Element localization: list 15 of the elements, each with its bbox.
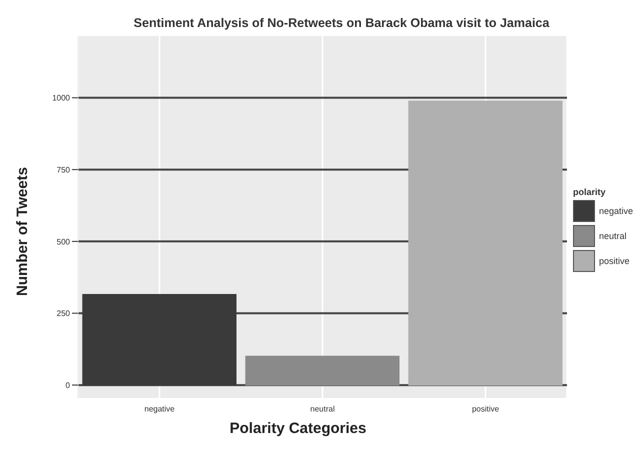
y-tick-label: 250 — [56, 309, 71, 318]
y-tick-label: 750 — [56, 165, 71, 174]
chart-title: Sentiment Analysis of No-Retweets on Barack Obama visit to Jamaica — [132, 15, 550, 32]
legend-label: negative — [599, 206, 634, 216]
y-tick-label: 1000 — [52, 94, 71, 103]
x-tick-label: positive — [472, 404, 500, 414]
legend-label: positive — [599, 256, 630, 266]
legend-label: neutral — [599, 231, 627, 241]
x-tick-label: neutral — [310, 404, 335, 414]
y-tick-label: 0 — [66, 380, 71, 390]
y-axis-title: Number of Tweets — [14, 166, 30, 296]
y-tick-label: 500 — [56, 237, 71, 246]
legend-title: polarity — [573, 187, 607, 197]
x-tick-label: negative — [144, 404, 176, 414]
x-axis-title: Polarity Categories — [228, 420, 368, 437]
